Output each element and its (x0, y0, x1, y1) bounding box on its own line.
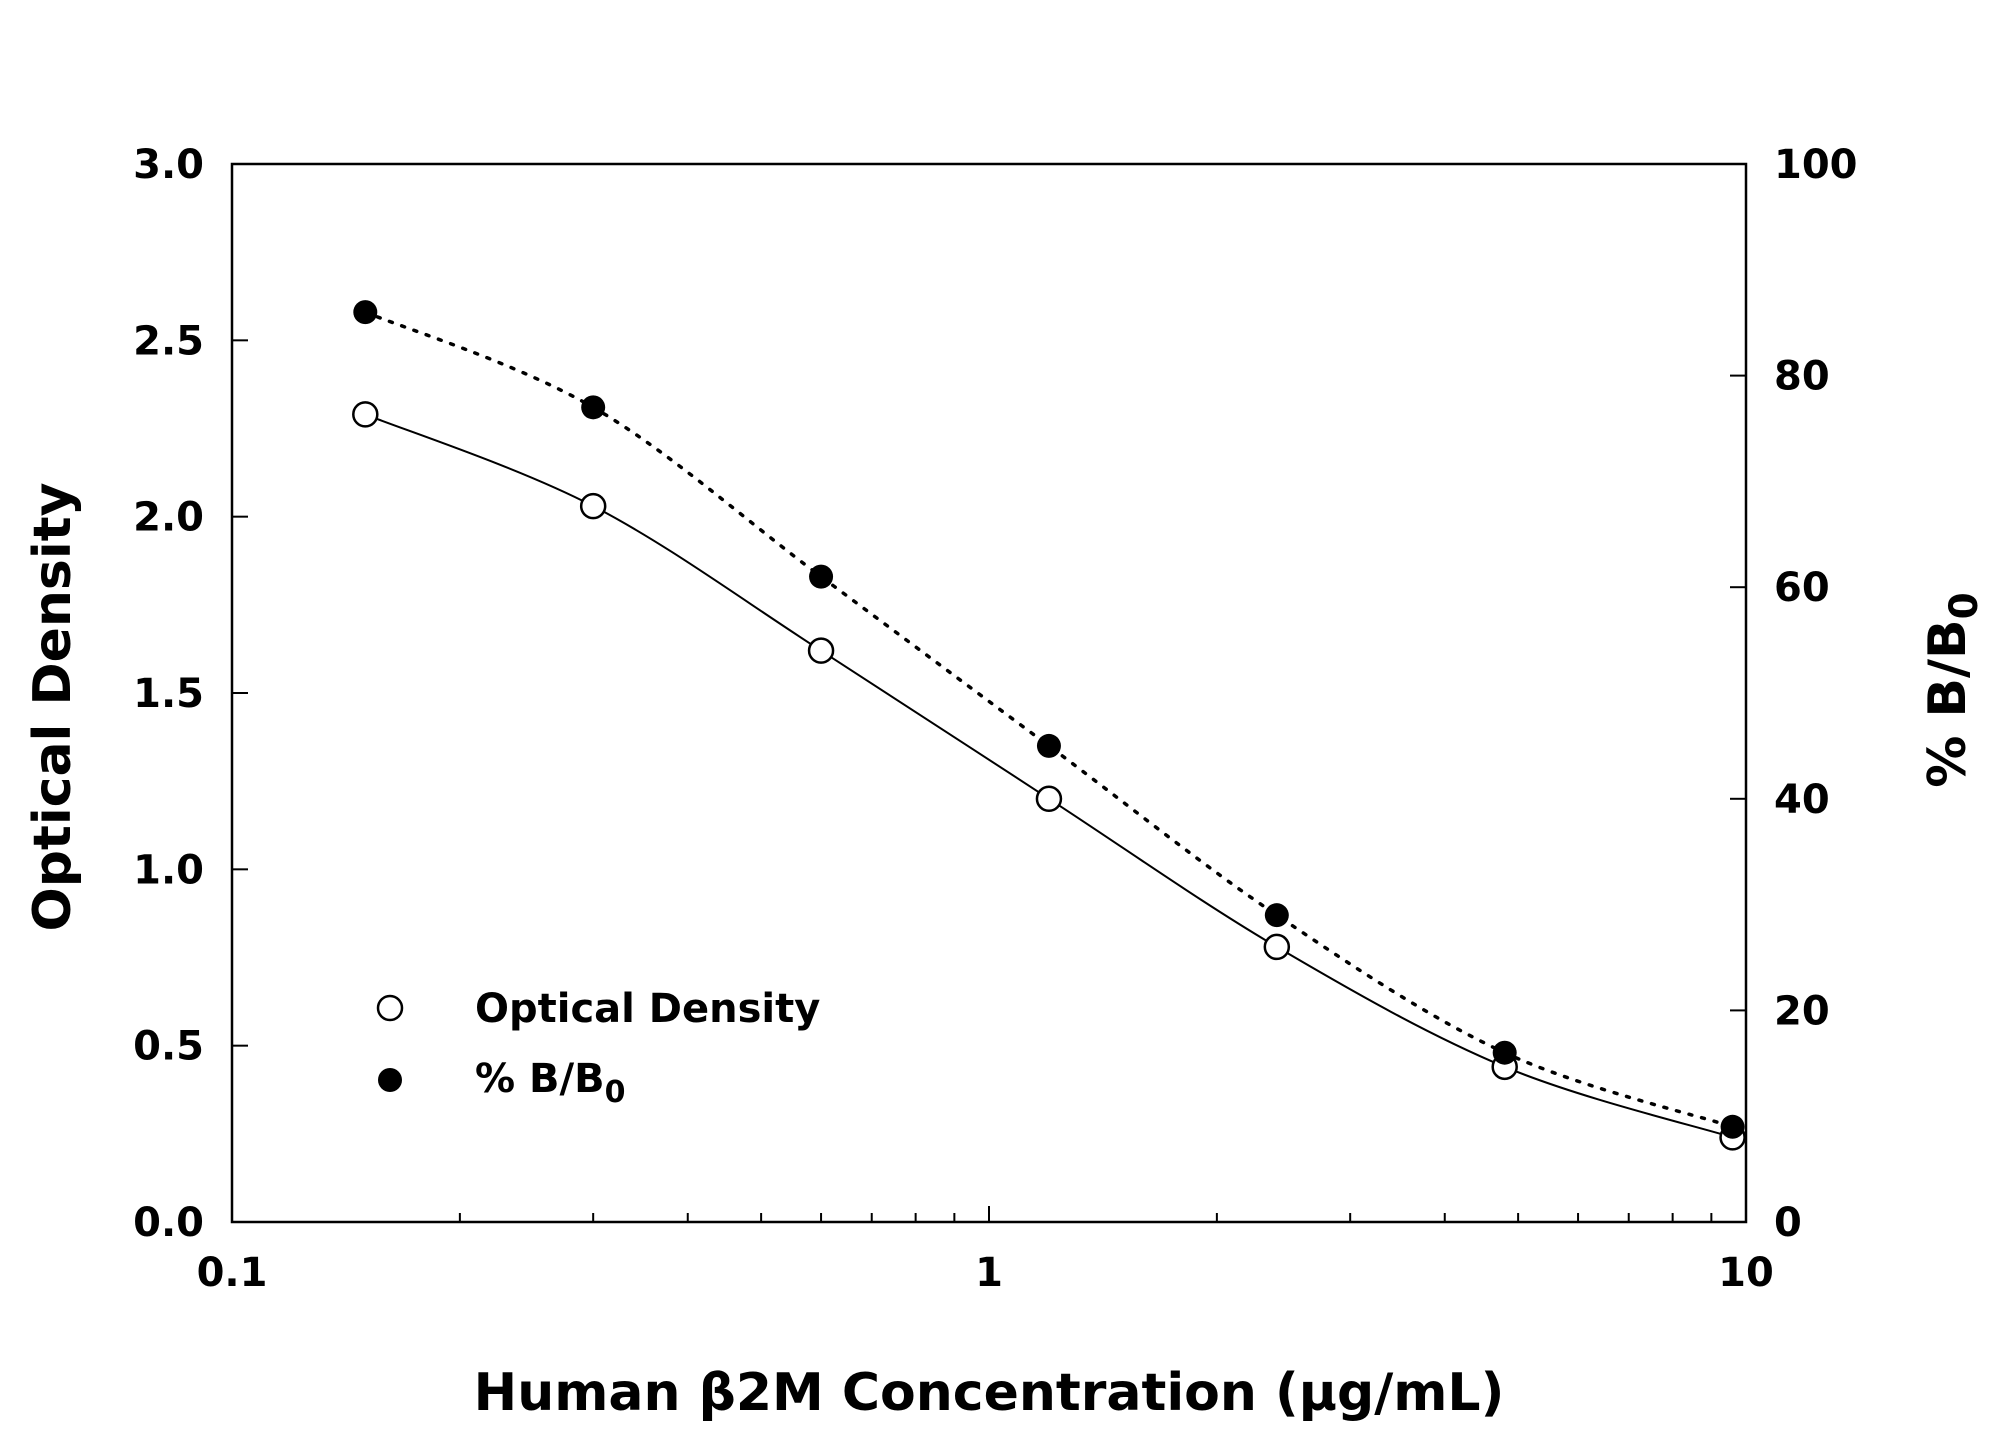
data-point-percent-b-b0 (1492, 1040, 1517, 1065)
x-tick-label: 1 (975, 1250, 1003, 1296)
y-right-tick-label: 40 (1774, 777, 1830, 823)
y-left-tick-label: 2.5 (133, 318, 204, 364)
data-point-optical-density (579, 492, 607, 520)
legend: Optical Density % B/B0 (376, 986, 820, 1110)
x-tick-label: 0.1 (197, 1250, 268, 1296)
data-point-optical-density (1263, 933, 1291, 961)
y-left-tick-label: 0.0 (133, 1200, 204, 1246)
data-point-optical-density (807, 637, 835, 664)
y-left-tick-label: 3.0 (133, 142, 204, 188)
legend-label-percent-b-b0: % B/B0 (475, 1056, 625, 1110)
legend-label-optical-density: Optical Density (475, 986, 820, 1032)
y-left-tick-label: 1.0 (133, 847, 204, 893)
y-right-tick-label: 0 (1774, 1200, 1802, 1246)
legend-marker-open-circle (376, 994, 404, 1022)
y-left-tick-label: 2.0 (133, 495, 204, 541)
x-axis-ticks: 0.1 1 10 (197, 1206, 1774, 1296)
data-point-percent-b-b0 (353, 300, 378, 325)
y-right-axis-title-subscript: 0 (1942, 592, 1987, 619)
y-right-axis-ticks: 0 20 40 60 80 100 (1730, 142, 1858, 1246)
legend-marker-filled-circle (378, 1068, 402, 1092)
x-tick-label: 10 (1718, 1250, 1774, 1296)
data-point-percent-b-b0 (809, 564, 834, 589)
y-left-axis-ticks: 0.0 0.5 1.0 1.5 2.0 2.5 3.0 (133, 142, 248, 1246)
y-left-tick-label: 0.5 (133, 1024, 204, 1070)
y-right-axis-title: % B/B0 (1918, 592, 1987, 788)
y-right-tick-label: 20 (1774, 988, 1830, 1034)
y-right-tick-label: 80 (1774, 354, 1830, 400)
legend-label-percent-b-b0-subscript: 0 (605, 1075, 626, 1110)
legend-label-percent-b-b0-main: % B/B (475, 1056, 605, 1102)
data-point-percent-b-b0 (1720, 1114, 1745, 1139)
data-markers (352, 300, 1746, 1151)
y-left-tick-label: 1.5 (133, 671, 204, 717)
data-point-percent-b-b0 (581, 395, 606, 420)
data-point-percent-b-b0 (1264, 903, 1289, 928)
x-axis-title: Human β2M Concentration (μg/mL) (474, 1363, 1505, 1423)
data-point-percent-b-b0 (1036, 733, 1061, 758)
y-right-axis-title-main: % B/B (1918, 619, 1978, 787)
y-left-axis-title: Optical Density (23, 483, 83, 932)
y-right-tick-label: 60 (1774, 565, 1830, 611)
data-point-optical-density (1035, 785, 1063, 813)
data-point-optical-density (352, 401, 379, 428)
y-right-tick-label: 100 (1774, 142, 1858, 188)
